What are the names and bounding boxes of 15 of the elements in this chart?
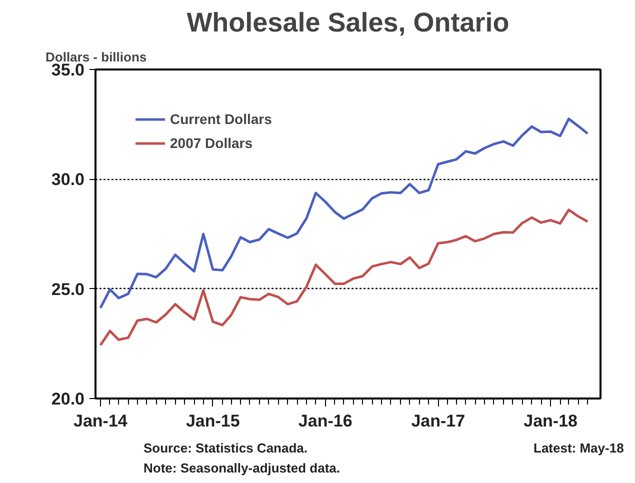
x-tick-label: Jan-18 [524,412,578,430]
legend-label: Current Dollars [170,111,272,127]
x-tick-label: Jan-16 [298,412,352,430]
legend-label: 2007 Dollars [170,135,252,151]
line-series [99,208,589,346]
y-tick-label: 25.0 [51,280,85,299]
x-tick-label: Jan-17 [411,412,466,430]
text: Latest: May-18 [534,440,624,456]
chart-title: Wholesale Sales, Ontario [186,8,510,38]
x-tick-label: Jan-14 [74,412,128,430]
source-note: Source: Statistics Canada. [144,440,308,456]
text: Note: Seasonally-adjusted data. [144,460,340,476]
x-tick-label: Jan-15 [186,412,240,430]
y-tick-label: 30.0 [51,170,85,190]
y-tick-label: 20.0 [51,390,85,408]
